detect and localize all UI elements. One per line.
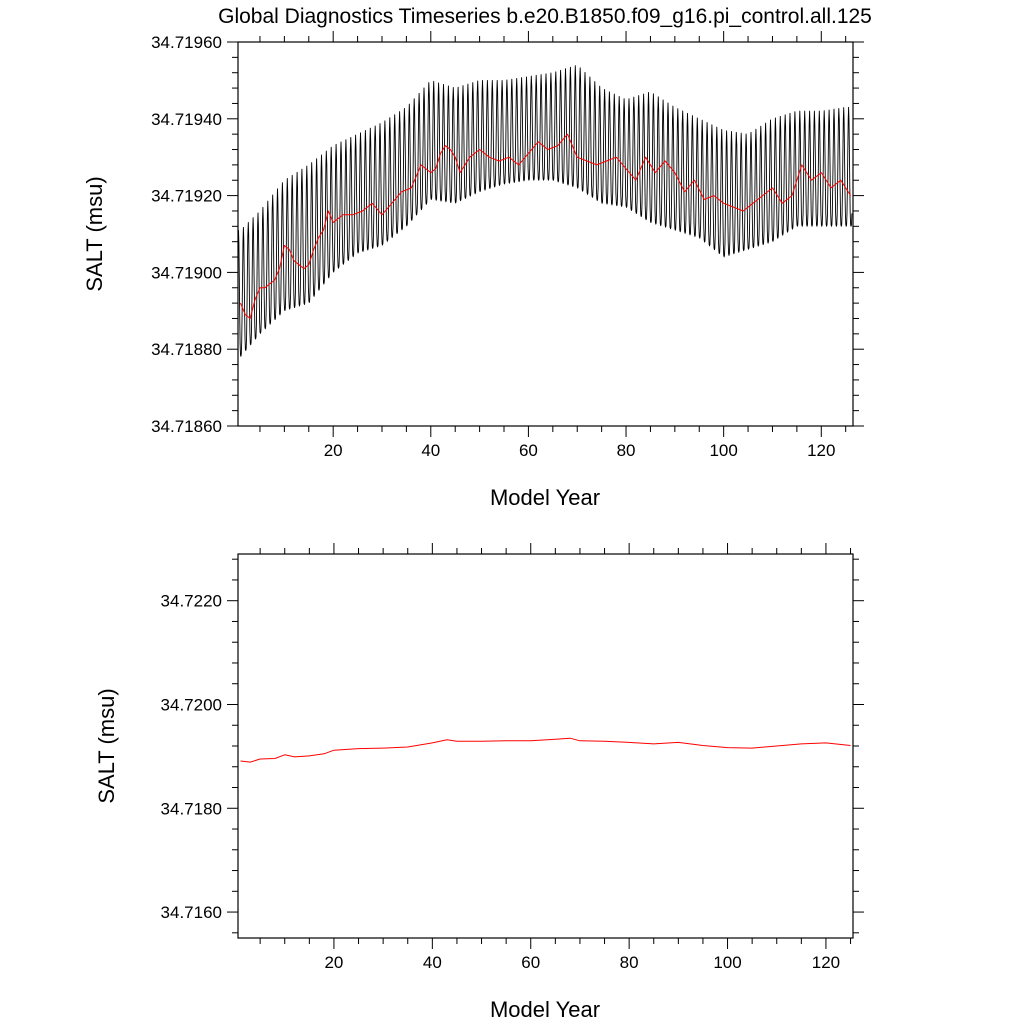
bottom-xtick-label: 40 — [423, 953, 442, 972]
bottom-ytick-label: 34.7180 — [161, 799, 222, 818]
bottom-xtick-label: 120 — [812, 953, 840, 972]
top-series-annual-line — [239, 133, 852, 319]
top-ytick-label: 34.71960 — [151, 33, 222, 52]
bottom-series-annual-line — [240, 737, 851, 763]
top-xtick-label: 120 — [807, 441, 835, 460]
top-panel-frame — [237, 41, 854, 427]
bottom-xtick-label: 20 — [324, 953, 343, 972]
bottom-panel-ylabel: SALT (msu) — [94, 688, 119, 803]
top-series-monthly-line — [238, 65, 853, 357]
top-xtick-label: 40 — [421, 441, 440, 460]
top-xtick-label: 60 — [519, 441, 538, 460]
figure-title: Global Diagnostics Timeseries b.e20.B185… — [218, 5, 872, 28]
bottom-ytick-label: 34.7200 — [161, 695, 222, 714]
bottom-panel: 20 40 60 80 100 120 34.7160 34.7180 34.7200 34.72… — [94, 543, 864, 1022]
top-xtick-label: 100 — [709, 441, 737, 460]
top-ytick-label: 34.71900 — [151, 263, 222, 282]
bottom-ytick-label: 34.7220 — [161, 592, 222, 611]
top-panel: 20 40 60 80 100 120 34.71860 34.71880 34.71900 34… — [82, 31, 864, 510]
bottom-panel-xlabel: Model Year — [490, 997, 600, 1022]
top-ytick-label: 34.71920 — [151, 187, 222, 206]
bottom-xtick-label: 80 — [620, 953, 639, 972]
bottom-xtick-label: 100 — [713, 953, 741, 972]
top-ytick-label: 34.71940 — [151, 110, 222, 129]
top-panel-marks — [238, 65, 853, 357]
top-xtick-label: 80 — [617, 441, 636, 460]
top-ytick-label: 34.71860 — [151, 417, 222, 436]
bottom-panel-marks — [240, 737, 851, 763]
top-xtick-label: 20 — [324, 441, 343, 460]
bottom-ytick-label: 34.7160 — [161, 903, 222, 922]
top-panel-ticks: 20 40 60 80 100 120 34.71860 34.71880 34.71900 34… — [151, 31, 864, 460]
bottom-panel-ticks: 20 40 60 80 100 120 34.7160 34.7180 34.7200 34.72… — [161, 543, 864, 972]
top-panel-ylabel: SALT (msu) — [82, 176, 107, 291]
bottom-xtick-label: 60 — [521, 953, 540, 972]
top-panel-xlabel: Model Year — [490, 485, 600, 510]
top-ytick-label: 34.71880 — [151, 340, 222, 359]
